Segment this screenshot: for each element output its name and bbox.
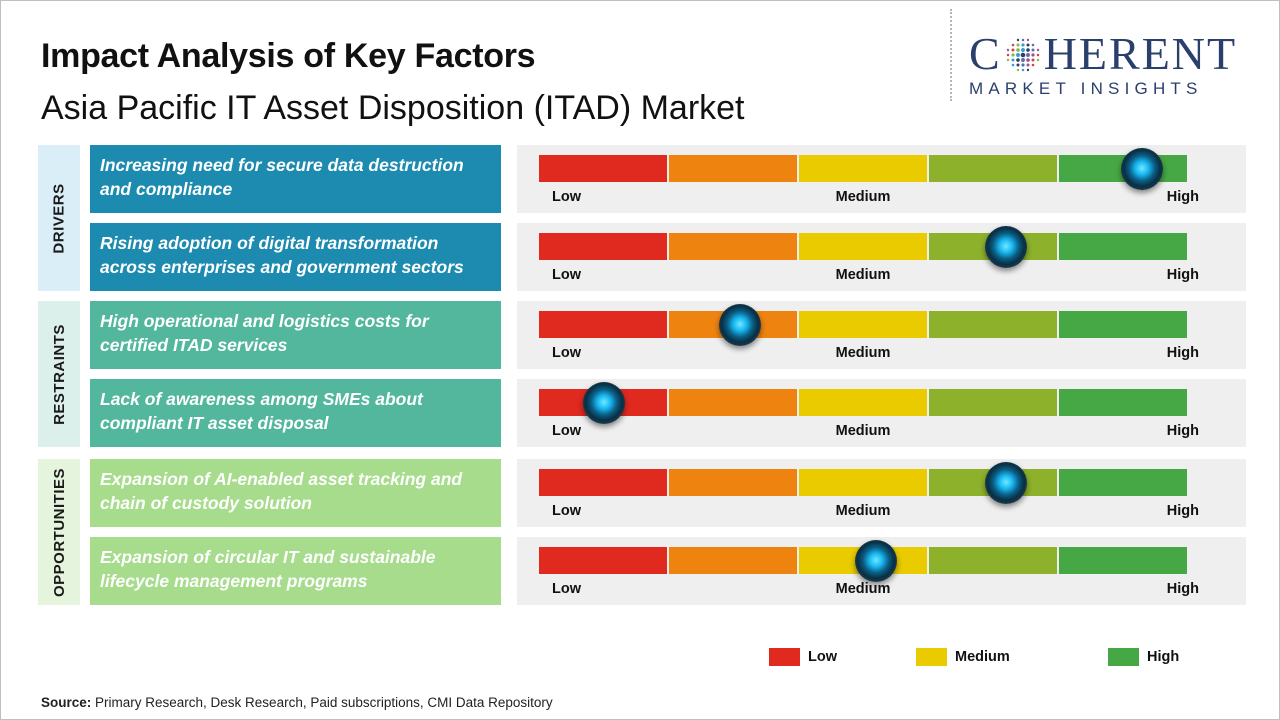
gauge-segment bbox=[929, 311, 1057, 338]
scale-label-low: Low bbox=[552, 345, 581, 361]
group-tab-opportunities: OPPORTUNITIES bbox=[38, 459, 80, 605]
scale-label-medium: Medium bbox=[835, 581, 891, 597]
gauge-panel: Low Medium High bbox=[517, 301, 1246, 369]
logo-tagline: MARKET INSIGHTS bbox=[969, 79, 1203, 98]
gauge-panel: Low Medium High bbox=[517, 537, 1246, 605]
impact-marker bbox=[984, 225, 1027, 268]
legend-item-low: Low bbox=[769, 648, 837, 666]
scale-label-medium: Medium bbox=[835, 345, 891, 361]
scale-label-low: Low bbox=[552, 267, 581, 283]
gauge-segment bbox=[1059, 233, 1187, 260]
gauge-segment bbox=[929, 389, 1057, 416]
source-note: Source: Primary Research, Desk Research,… bbox=[41, 695, 553, 710]
header-divider bbox=[950, 9, 952, 101]
group-tab-drivers: DRIVERS bbox=[38, 145, 80, 291]
gauge-panel: Low Medium High bbox=[517, 145, 1246, 213]
legend-label: High bbox=[1147, 649, 1180, 665]
gauge-segment bbox=[799, 311, 927, 338]
scale-label-medium: Medium bbox=[835, 267, 891, 283]
gauge-segment bbox=[539, 233, 667, 260]
gauge-segment bbox=[1059, 389, 1187, 416]
page-title: Impact Analysis of Key Factors bbox=[41, 37, 536, 75]
group-label: DRIVERS bbox=[50, 182, 68, 254]
legend-item-medium: Medium bbox=[916, 648, 1010, 666]
gauge-segment bbox=[1059, 547, 1187, 574]
page-subtitle: Asia Pacific IT Asset Disposition (ITAD)… bbox=[41, 89, 745, 127]
impact-marker bbox=[582, 381, 625, 424]
scale-label-low: Low bbox=[552, 423, 581, 439]
gauge-panel: Low Medium High bbox=[517, 379, 1246, 447]
legend-label: Low bbox=[808, 649, 837, 665]
factor-label: Lack of awareness among SMEs about compl… bbox=[90, 379, 501, 447]
gauge-segment bbox=[799, 389, 927, 416]
legend-label: Medium bbox=[955, 649, 1010, 665]
factor-label: Increasing need for secure data destruct… bbox=[90, 145, 501, 213]
gauge-segment bbox=[669, 469, 797, 496]
company-logo: C HERENT MARKET INSIGHTS bbox=[969, 31, 1269, 101]
group-label: OPPORTUNITIES bbox=[50, 467, 68, 597]
gauge-segment bbox=[799, 233, 927, 260]
scale-label-high: High bbox=[1166, 423, 1199, 439]
gauge-segment bbox=[539, 311, 667, 338]
scale-label-low: Low bbox=[552, 503, 581, 519]
logo-dot-icon bbox=[1003, 35, 1043, 75]
scale-label-low: Low bbox=[552, 581, 581, 597]
factor-label: High operational and logistics costs for… bbox=[90, 301, 501, 369]
scale-label-low: Low bbox=[552, 189, 581, 205]
gauge-segment bbox=[929, 547, 1057, 574]
factor-label: Rising adoption of digital transformatio… bbox=[90, 223, 501, 291]
logo-wordmark: C HERENT bbox=[969, 28, 1238, 79]
gauge-segment bbox=[1059, 469, 1187, 496]
legend-swatch bbox=[1108, 648, 1139, 666]
legend-swatch bbox=[916, 648, 947, 666]
gauge-segment bbox=[669, 155, 797, 182]
impact-marker bbox=[1120, 147, 1163, 190]
group-label: RESTRAINTS bbox=[50, 323, 68, 425]
group-tab-restraints: RESTRAINTS bbox=[38, 301, 80, 447]
gauge-segment bbox=[539, 469, 667, 496]
gauge-panel: Low Medium High bbox=[517, 223, 1246, 291]
scale-label-medium: Medium bbox=[835, 503, 891, 519]
legend-swatch bbox=[769, 648, 800, 666]
impact-marker bbox=[984, 461, 1027, 504]
gauge-segment bbox=[929, 155, 1057, 182]
impact-marker bbox=[854, 539, 897, 582]
factor-label: Expansion of circular IT and sustainable… bbox=[90, 537, 501, 605]
impact-marker bbox=[718, 303, 761, 346]
gauge-segment bbox=[669, 233, 797, 260]
scale-label-high: High bbox=[1166, 345, 1199, 361]
gauge-segment bbox=[799, 469, 927, 496]
gauge-segment bbox=[799, 155, 927, 182]
scale-label-medium: Medium bbox=[835, 189, 891, 205]
legend-item-high: High bbox=[1108, 648, 1179, 666]
scale-label-high: High bbox=[1166, 503, 1199, 519]
gauge-segment bbox=[669, 389, 797, 416]
factor-label: Expansion of AI-enabled asset tracking a… bbox=[90, 459, 501, 527]
scale-label-medium: Medium bbox=[835, 423, 891, 439]
gauge-segment bbox=[1059, 311, 1187, 338]
scale-label-high: High bbox=[1166, 189, 1199, 205]
gauge-panel: Low Medium High bbox=[517, 459, 1246, 527]
gauge-segment bbox=[669, 547, 797, 574]
gauge-segment bbox=[539, 547, 667, 574]
scale-label-high: High bbox=[1166, 267, 1199, 283]
gauge-segment bbox=[539, 155, 667, 182]
scale-label-high: High bbox=[1166, 581, 1199, 597]
